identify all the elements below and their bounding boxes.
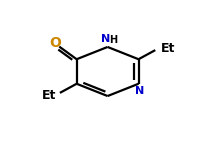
Text: H: H: [108, 35, 116, 45]
Text: N: N: [101, 34, 110, 44]
Text: O: O: [49, 36, 61, 50]
Text: N: N: [134, 86, 144, 96]
Text: Et: Et: [41, 89, 56, 102]
Text: Et: Et: [160, 42, 174, 55]
